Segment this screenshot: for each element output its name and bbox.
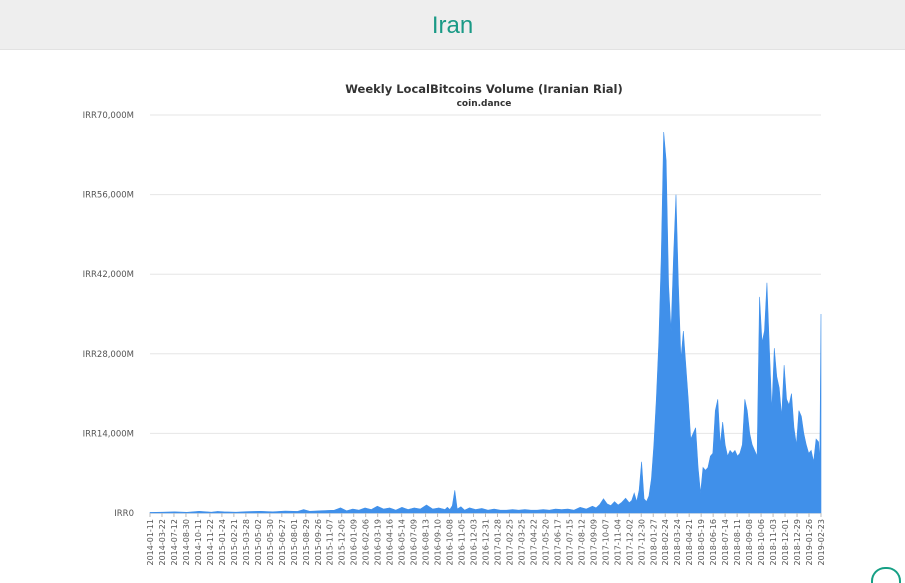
x-tick-label: 2015-05-30 xyxy=(266,519,275,566)
y-tick-label: IRR42,000M xyxy=(83,270,134,280)
x-tick-label: 2018-09-08 xyxy=(745,519,754,566)
x-tick-label: 2016-05-14 xyxy=(398,519,407,566)
x-tick-label: 2016-07-09 xyxy=(410,519,419,566)
x-tick-label: 2018-04-21 xyxy=(685,519,694,566)
page-header: Iran xyxy=(0,0,905,50)
x-tick-label: 2016-02-06 xyxy=(362,519,371,566)
x-tick-label: 2015-08-01 xyxy=(290,519,299,566)
x-tick-label: 2018-05-19 xyxy=(697,519,706,566)
x-tick-label: 2016-12-31 xyxy=(482,519,491,566)
x-tick-label: 2018-02-24 xyxy=(661,519,670,566)
x-tick-label: 2015-05-02 xyxy=(254,519,263,566)
x-tick-label: 2015-06-27 xyxy=(278,519,287,566)
y-tick-label: IRR70,000M xyxy=(83,111,134,121)
x-tick-label: 2017-01-28 xyxy=(493,519,502,566)
x-tick-label: 2014-03-22 xyxy=(158,519,167,566)
x-tick-label: 2017-10-07 xyxy=(601,519,610,566)
x-tick-label: 2017-02-25 xyxy=(505,519,514,566)
x-tick-label: 2017-11-04 xyxy=(613,519,622,566)
chart-title: Weekly LocalBitcoins Volume (Iranian Ria… xyxy=(345,82,623,96)
x-tick-label: 2014-08-30 xyxy=(182,519,191,566)
x-tick-label: 2014-10-11 xyxy=(194,519,203,566)
x-tick-label: 2014-11-22 xyxy=(206,519,215,566)
x-tick-label: 2017-04-22 xyxy=(529,519,538,566)
x-tick-label: 2016-04-16 xyxy=(386,519,395,566)
x-tick-label: 2016-10-08 xyxy=(446,519,455,566)
x-tick-label: 2015-02-21 xyxy=(230,519,239,566)
y-axis: IRR0 IRR14,000M IRR28,000M IRR42,000M IRR56,… xyxy=(83,111,134,519)
x-tick-label: 2016-12-03 xyxy=(470,519,479,566)
volume-chart: Weekly LocalBitcoins Volume (Iranian Ria… xyxy=(0,50,905,573)
x-tick-label: 2018-07-14 xyxy=(721,519,730,566)
x-tick-label: 2018-10-06 xyxy=(757,519,766,566)
y-tick-label: IRR56,000M xyxy=(83,191,134,201)
y-tick-label: IRR28,000M xyxy=(83,350,134,360)
x-tick-label: 2018-12-01 xyxy=(781,519,790,566)
x-tick-label: 2016-03-19 xyxy=(374,519,383,566)
x-tick-label: 2017-06-17 xyxy=(553,519,562,566)
chart-subtitle: coin.dance xyxy=(457,99,512,109)
x-tick-label: 2016-09-10 xyxy=(434,519,443,566)
x-tick-label: 2018-11-03 xyxy=(769,519,778,566)
page-title: Iran xyxy=(432,12,473,40)
x-tick-label: 2018-01-27 xyxy=(649,519,658,566)
x-tick-label: 2015-08-29 xyxy=(302,519,311,566)
chart-container: Weekly LocalBitcoins Volume (Iranian Ria… xyxy=(0,50,905,573)
x-tick-label: 2014-01-11 xyxy=(146,519,155,566)
x-tick-label: 2019-02-23 xyxy=(817,519,826,566)
x-tick-label: 2015-12-05 xyxy=(338,519,347,566)
x-tick-label: 2017-03-25 xyxy=(517,519,526,566)
x-tick-label: 2017-12-02 xyxy=(625,519,634,566)
x-tick-label: 2014-07-12 xyxy=(170,519,179,566)
series-area xyxy=(150,132,821,513)
x-tick-label: 2017-09-09 xyxy=(589,519,598,566)
x-tick-label: 2017-07-15 xyxy=(565,519,574,566)
x-tick-label: 2015-01-24 xyxy=(218,519,227,566)
x-tick-label: 2019-01-26 xyxy=(805,519,814,566)
x-tick-label: 2016-08-13 xyxy=(422,519,431,566)
y-tick-label: IRR14,000M xyxy=(83,429,134,439)
x-tick-label: 2018-08-11 xyxy=(733,519,742,566)
area-series xyxy=(150,132,821,513)
x-tick-label: 2015-09-26 xyxy=(314,519,323,566)
y-tick-label: IRR0 xyxy=(114,509,134,519)
x-tick-label: 2015-11-07 xyxy=(326,519,335,566)
x-tick-label: 2017-08-12 xyxy=(577,519,586,566)
x-tick-label: 2018-12-29 xyxy=(793,519,802,566)
x-tick-label: 2017-12-30 xyxy=(637,519,646,566)
x-tick-label: 2015-03-28 xyxy=(242,519,251,566)
x-tick-label: 2017-05-20 xyxy=(541,519,550,566)
x-tick-label: 2016-01-09 xyxy=(350,519,359,566)
x-tick-label: 2016-11-05 xyxy=(458,519,467,566)
x-tick-label: 2018-06-16 xyxy=(709,519,718,566)
x-tick-label: 2018-03-24 xyxy=(673,519,682,566)
